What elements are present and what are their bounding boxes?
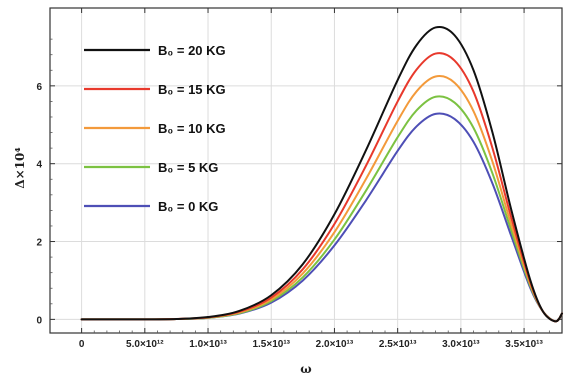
series-group	[80, 25, 563, 323]
x-tick-label: 3.5×10¹³	[505, 339, 543, 350]
y-axis-label: Δ×10⁴	[13, 147, 27, 188]
y-tick-label: 6	[36, 82, 42, 93]
legend-label-b0-15kg: B₀ = 15 KG	[158, 82, 226, 97]
x-tick-label: 0	[79, 339, 85, 350]
legend-label-b0-5kg: B₀ = 5 KG	[158, 160, 218, 175]
y-tick-label: 0	[36, 315, 42, 326]
x-tick-label: 1.5×10¹³	[252, 339, 290, 350]
x-tick-label: 1.0×10¹³	[189, 339, 227, 350]
legend-label-b0-20kg: B₀ = 20 KG	[158, 43, 226, 58]
plot-frame	[49, 7, 563, 334]
x-tick-label: 5.0×10¹²	[126, 339, 164, 350]
x-tick-label: 3.0×10¹³	[442, 339, 480, 350]
x-axis-label: ω	[300, 362, 311, 376]
x-tick-label: 2.0×10¹³	[316, 339, 354, 350]
legend-label-b0-10kg: B₀ = 10 KG	[158, 121, 226, 136]
series-line-b0-20kg	[80, 25, 563, 323]
ticks: 0 5.0×10¹² 1.0×10¹³ 1.5×10¹³ 2.0×10¹³ 2.5×10¹…	[36, 8, 562, 350]
x-tick-label: 2.5×10¹³	[379, 339, 417, 350]
grid	[50, 8, 562, 333]
y-tick-label: 4	[36, 160, 42, 171]
legend: B₀ = 20 KG B₀ = 15 KG B₀ = 10 KG B₀ = 5 KG B…	[84, 43, 226, 214]
legend-label-b0-0kg: B₀ = 0 KG	[158, 199, 218, 214]
y-tick-label: 2	[36, 238, 42, 249]
